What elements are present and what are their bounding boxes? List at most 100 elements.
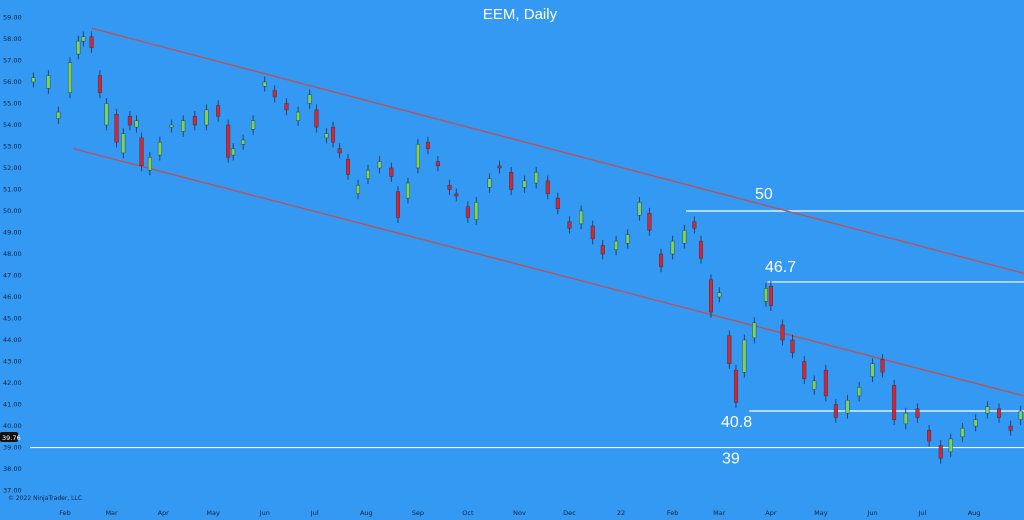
candle-body	[296, 111, 301, 121]
candle-body	[216, 105, 221, 117]
y-tick-label: 52.00	[3, 164, 22, 172]
candle-body	[67, 62, 72, 93]
candle-body	[405, 182, 410, 199]
candle-body	[204, 109, 209, 126]
candle-body	[870, 363, 875, 377]
candle-body	[960, 427, 965, 437]
candle-body	[833, 404, 838, 418]
y-tick-label: 38.00	[3, 465, 22, 473]
y-tick-label: 53.00	[3, 142, 22, 150]
candle-body	[56, 111, 61, 119]
candle-body	[487, 178, 492, 188]
candle-body	[465, 206, 470, 218]
candle-body	[892, 384, 897, 420]
candle-body	[600, 245, 605, 255]
candle-body	[415, 144, 420, 169]
y-tick-label: 50.00	[3, 207, 22, 215]
x-tick-label: Jul	[310, 509, 319, 517]
x-tick-label: Mar	[713, 509, 726, 517]
current-price-tag: 39.76	[0, 432, 21, 442]
candle-body	[647, 212, 652, 231]
candle-body	[727, 335, 732, 364]
candle-body	[567, 221, 572, 229]
candle-body	[46, 75, 51, 89]
y-tick-label: 44.00	[3, 336, 22, 344]
candle-body	[324, 133, 329, 139]
y-tick-label: 56.00	[3, 78, 22, 86]
candle-body	[262, 81, 267, 87]
y-tick-label: 51.00	[3, 185, 22, 193]
y-tick-label: 42.00	[3, 379, 22, 387]
x-tick-label: Feb	[667, 509, 679, 517]
candle-body	[1008, 425, 1013, 431]
candle-body	[927, 430, 932, 442]
x-axis: Feb Mar Apr May Jun Jul Aug Sep Oct Nov Dec 22 Feb Ma…	[59, 509, 980, 517]
candle-body	[272, 90, 277, 98]
candle-body	[284, 103, 289, 111]
candle-body	[752, 322, 757, 339]
candle-body	[708, 279, 713, 313]
candle-body	[903, 412, 908, 425]
y-tick-label: 58.00	[3, 35, 22, 43]
x-tick-label: May	[206, 509, 220, 517]
candle-body	[181, 120, 186, 132]
candle-body	[231, 148, 236, 156]
candle-body	[337, 148, 342, 154]
candle-body	[997, 408, 1002, 418]
candle-body	[425, 141, 430, 149]
y-tick-label: 49.00	[3, 228, 22, 236]
candle-body	[97, 75, 102, 93]
candle-body	[845, 400, 850, 414]
candle-body	[555, 197, 560, 210]
candle-body	[454, 193, 459, 197]
x-tick-label: Apr	[765, 509, 777, 517]
y-tick-label: 54.00	[3, 121, 22, 129]
candle-body	[590, 225, 595, 240]
y-tick-label: 45.00	[3, 315, 22, 323]
y-tick-label: 46.00	[3, 293, 22, 301]
candle-body	[346, 159, 351, 175]
x-tick-label: Aug	[360, 509, 373, 517]
candle-body	[790, 339, 795, 354]
candle-body	[169, 124, 174, 128]
candle-body	[948, 438, 953, 453]
x-tick-label: Feb	[59, 509, 71, 517]
candle-body	[534, 172, 539, 184]
candle-body	[356, 184, 361, 194]
x-tick-label: May	[814, 509, 828, 517]
candle-body	[497, 165, 502, 169]
candle-body	[625, 234, 630, 244]
candle-body	[682, 230, 687, 244]
candle-body	[377, 161, 382, 169]
candle-body	[127, 116, 132, 126]
candle-body	[447, 184, 452, 190]
candle-body	[139, 137, 144, 167]
candle-body	[857, 387, 862, 397]
candle-body	[134, 120, 139, 128]
trendline-lower-channel	[73, 147, 1024, 397]
level-label-46-7: 46.7	[765, 259, 796, 276]
y-tick-label: 57.00	[3, 56, 22, 64]
trendlines	[73, 27, 1024, 397]
candle-body	[104, 103, 109, 126]
candle-body	[692, 221, 697, 229]
y-tick-label: 55.00	[3, 99, 22, 107]
candle-body	[89, 36, 94, 48]
candle-body	[812, 380, 817, 390]
candle-body	[435, 161, 440, 167]
candle-body	[802, 361, 807, 379]
x-tick-label: Dec	[563, 509, 576, 517]
candle-body	[614, 240, 619, 250]
x-tick-label: Aug	[968, 509, 981, 517]
candle-body	[474, 202, 479, 220]
x-tick-label: Jul	[918, 509, 927, 517]
candle-body	[522, 180, 527, 188]
y-tick-label: 37.00	[3, 487, 22, 495]
horizontal-levels: 50 46.7 40.8 39	[30, 186, 1024, 468]
chart-title: EEM, Daily	[483, 6, 558, 23]
candle-body	[147, 157, 152, 171]
candle-body	[915, 408, 920, 418]
x-tick-label: Oct	[462, 509, 474, 517]
candle-body	[241, 139, 246, 145]
